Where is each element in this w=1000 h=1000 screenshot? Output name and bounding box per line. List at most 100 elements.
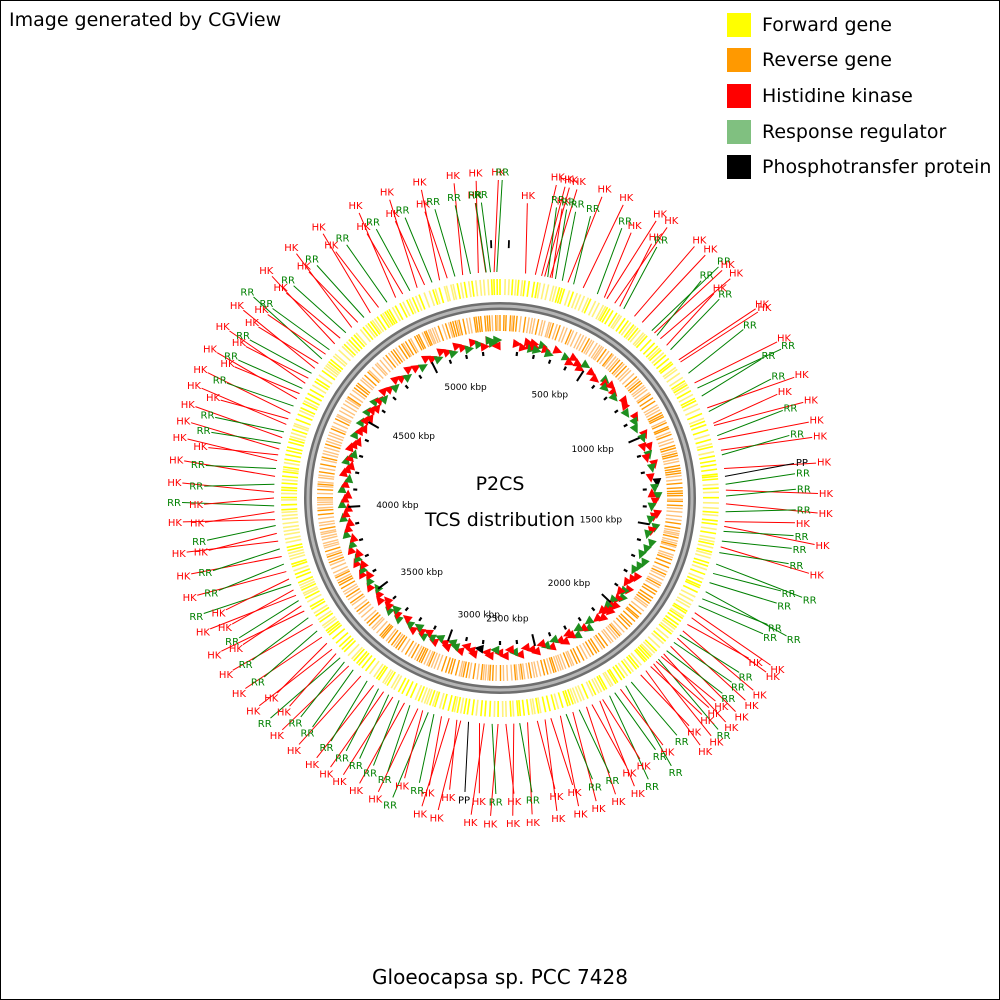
reverse-gene [658, 440, 675, 448]
histidine-kinase-callout [322, 233, 371, 314]
forward-gene [298, 578, 315, 587]
response-regulator-label: RR [717, 257, 731, 268]
histidine-kinase-callout [271, 275, 336, 345]
forward-gene [548, 285, 555, 302]
response-regulator-marker [648, 538, 657, 549]
forward-gene [306, 593, 322, 603]
reverse-gene [346, 397, 361, 408]
reverse-gene [648, 414, 664, 423]
forward-gene [295, 571, 312, 579]
forward-gene [601, 308, 611, 323]
forward-gene [511, 700, 515, 717]
reverse-gene [487, 664, 490, 681]
response-regulator-callout [721, 434, 790, 456]
reverse-gene [395, 634, 406, 649]
histidine-kinase-callout [536, 720, 556, 789]
reverse-gene [518, 316, 522, 333]
forward-gene [376, 316, 387, 331]
histidine-kinase-callout [245, 345, 309, 379]
forward-gene [386, 671, 396, 687]
minor-tick [418, 374, 423, 380]
histidine-kinase-marker [592, 612, 603, 623]
histidine-kinase-marker [491, 341, 501, 351]
histidine-kinase-callout [204, 511, 275, 523]
reverse-gene [663, 531, 680, 537]
histidine-kinase-label: HK [817, 458, 832, 469]
response-regulator-callout [238, 600, 299, 639]
reverse-gene [376, 620, 388, 634]
histidine-kinase-marker [605, 605, 616, 616]
forward-gene [571, 687, 579, 703]
histidine-kinase-marker [353, 436, 362, 447]
forward-gene [632, 332, 645, 346]
forward-gene [617, 662, 629, 677]
response-regulator-label: RR [489, 797, 503, 808]
response-regulator-callout [715, 563, 803, 598]
phosphotransfer-protein-marker [474, 644, 484, 654]
reverse-gene [603, 354, 615, 368]
forward-gene [294, 568, 311, 576]
forward-gene [289, 435, 306, 442]
reverse-gene [351, 595, 366, 606]
tcs-marker-track [337, 335, 663, 661]
forward-gene [298, 409, 315, 418]
histidine-kinase-label: HK [753, 691, 768, 702]
forward-gene [315, 606, 330, 617]
forward-gene [699, 459, 716, 465]
reverse-gene [605, 626, 617, 640]
response-regulator-callout [651, 266, 719, 331]
reverse-gene [637, 591, 652, 602]
reverse-gene [666, 482, 683, 486]
response-regulator-marker [653, 492, 663, 502]
reverse-gene [572, 647, 581, 663]
reverse-gene [611, 361, 624, 375]
response-regulator-label: RR [739, 673, 753, 684]
forward-gene [698, 540, 715, 546]
forward-gene [332, 355, 346, 367]
histidine-kinase-label: HK [412, 178, 427, 189]
reverse-gene [628, 603, 642, 615]
histidine-kinase-label: HK [218, 623, 233, 634]
forward-gene [695, 438, 712, 445]
response-regulator-marker [474, 340, 485, 350]
forward-gene [663, 617, 678, 629]
forward-gene [471, 699, 475, 716]
forward-gene [653, 354, 667, 367]
reverse-gene [440, 656, 448, 672]
forward-gene [467, 281, 472, 298]
reverse-gene [662, 536, 678, 542]
forward-gene [343, 343, 357, 357]
response-regulator-label: RR [700, 270, 714, 281]
histidine-kinase-label: HK [274, 283, 289, 294]
reverse-gene [426, 650, 434, 666]
histidine-kinase-label: HK [332, 777, 347, 788]
response-regulator-callout [454, 205, 471, 275]
response-regulator-label: RR [239, 660, 253, 671]
reverse-gene [518, 663, 522, 680]
forward-gene [301, 582, 317, 592]
histidine-kinase-callout [619, 243, 653, 307]
scale-label: 500 kbp [531, 390, 568, 400]
reverse-gene [641, 400, 656, 411]
reverse-gene [530, 661, 536, 678]
forward-gene [282, 470, 299, 475]
legend-item-reverse-gene: Reverse gene [727, 43, 991, 79]
response-regulator-label: RR [743, 320, 757, 331]
reverse-gene [664, 525, 681, 530]
reverse-gene [594, 634, 606, 649]
histidine-kinase-callout [682, 630, 754, 691]
histidine-kinase-label: HK [483, 819, 498, 830]
response-regulator-callout [272, 308, 330, 351]
reverse-gene [342, 583, 358, 593]
response-regulator-label: RR [797, 484, 811, 495]
histidine-kinase-label: HK [254, 305, 269, 316]
histidine-kinase-label: HK [176, 571, 191, 582]
forward-gene [384, 670, 394, 685]
forward-gene [282, 524, 299, 529]
forward-gene [456, 696, 462, 713]
histidine-kinase-label: HK [196, 628, 211, 639]
reverse-gene [317, 488, 334, 491]
forward-gene [303, 400, 319, 409]
reverse-gene [643, 404, 658, 414]
reverse-gene [319, 525, 336, 531]
